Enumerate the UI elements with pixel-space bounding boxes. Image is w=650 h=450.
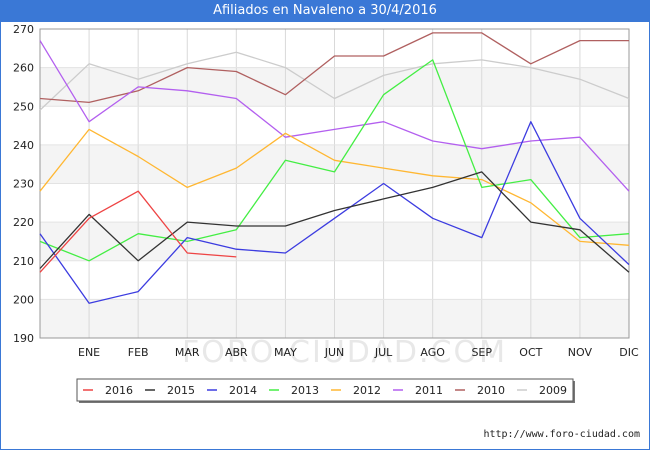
series-line-2011: [39, 40, 630, 192]
x-tick-label: MAY: [274, 346, 297, 359]
y-tick-label: 250: [13, 100, 34, 113]
series-line-2012: [39, 128, 630, 246]
x-tick-label: DIC: [619, 346, 639, 359]
legend-label-2014: 2014: [229, 384, 257, 397]
y-tick-label: 220: [13, 216, 34, 229]
y-tick-label: 260: [13, 62, 34, 75]
x-tick-label: OCT: [519, 346, 542, 359]
x-tick-label: ABR: [225, 346, 248, 359]
x-tick-label: MAR: [175, 346, 200, 359]
legend-box: [76, 378, 574, 402]
plot-border: [39, 28, 630, 339]
series-line-2013: [39, 59, 630, 262]
series-line-2015: [39, 171, 630, 273]
chart-title: Afiliados en Navaleno a 30/4/2016: [0, 0, 650, 22]
y-tick-label: 230: [13, 178, 34, 191]
y-tick-label: 200: [13, 293, 34, 306]
legend-label-2012: 2012: [353, 384, 381, 397]
legend-label-2011: 2011: [415, 384, 443, 397]
x-tick-label: SEP: [471, 346, 492, 359]
legend-label-2009: 2009: [539, 384, 567, 397]
y-tick-label: 190: [13, 332, 34, 345]
x-tick-label: ENE: [78, 346, 100, 359]
legend-label-2015: 2015: [167, 384, 195, 397]
footer-url: http://www.foro-ciudad.com: [483, 429, 640, 440]
watermark-text: FORO-CIUDAD.COM: [182, 335, 507, 370]
y-tick-label: 210: [13, 255, 34, 268]
legend-label-2010: 2010: [477, 384, 505, 397]
x-tick-label: FEB: [128, 346, 149, 359]
y-tick-label: 270: [13, 23, 34, 36]
series-line-2009: [39, 51, 630, 111]
series-line-2016: [39, 190, 237, 273]
x-tick-label: JUL: [374, 346, 393, 359]
series-line-2014: [39, 121, 630, 304]
x-tick-label: NOV: [568, 346, 593, 359]
legend-label-2013: 2013: [291, 384, 319, 397]
series-line-2010: [39, 32, 629, 104]
x-tick-label: AGO: [420, 346, 445, 359]
legend-label-2016: 2016: [105, 384, 133, 397]
y-tick-label: 240: [13, 139, 34, 152]
x-tick-label: JUN: [324, 346, 345, 359]
